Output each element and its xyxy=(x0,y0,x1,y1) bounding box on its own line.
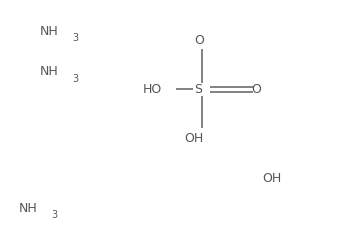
Text: 3: 3 xyxy=(72,34,78,43)
Text: 3: 3 xyxy=(52,211,57,220)
Text: OH: OH xyxy=(184,131,203,145)
Text: S: S xyxy=(194,83,203,96)
Text: NH: NH xyxy=(40,25,58,38)
Text: O: O xyxy=(251,83,261,96)
Text: HO: HO xyxy=(143,83,162,96)
Text: O: O xyxy=(194,34,204,47)
Text: NH: NH xyxy=(19,202,38,215)
Text: NH: NH xyxy=(40,65,58,79)
Text: 3: 3 xyxy=(72,74,78,84)
Text: OH: OH xyxy=(262,172,281,185)
